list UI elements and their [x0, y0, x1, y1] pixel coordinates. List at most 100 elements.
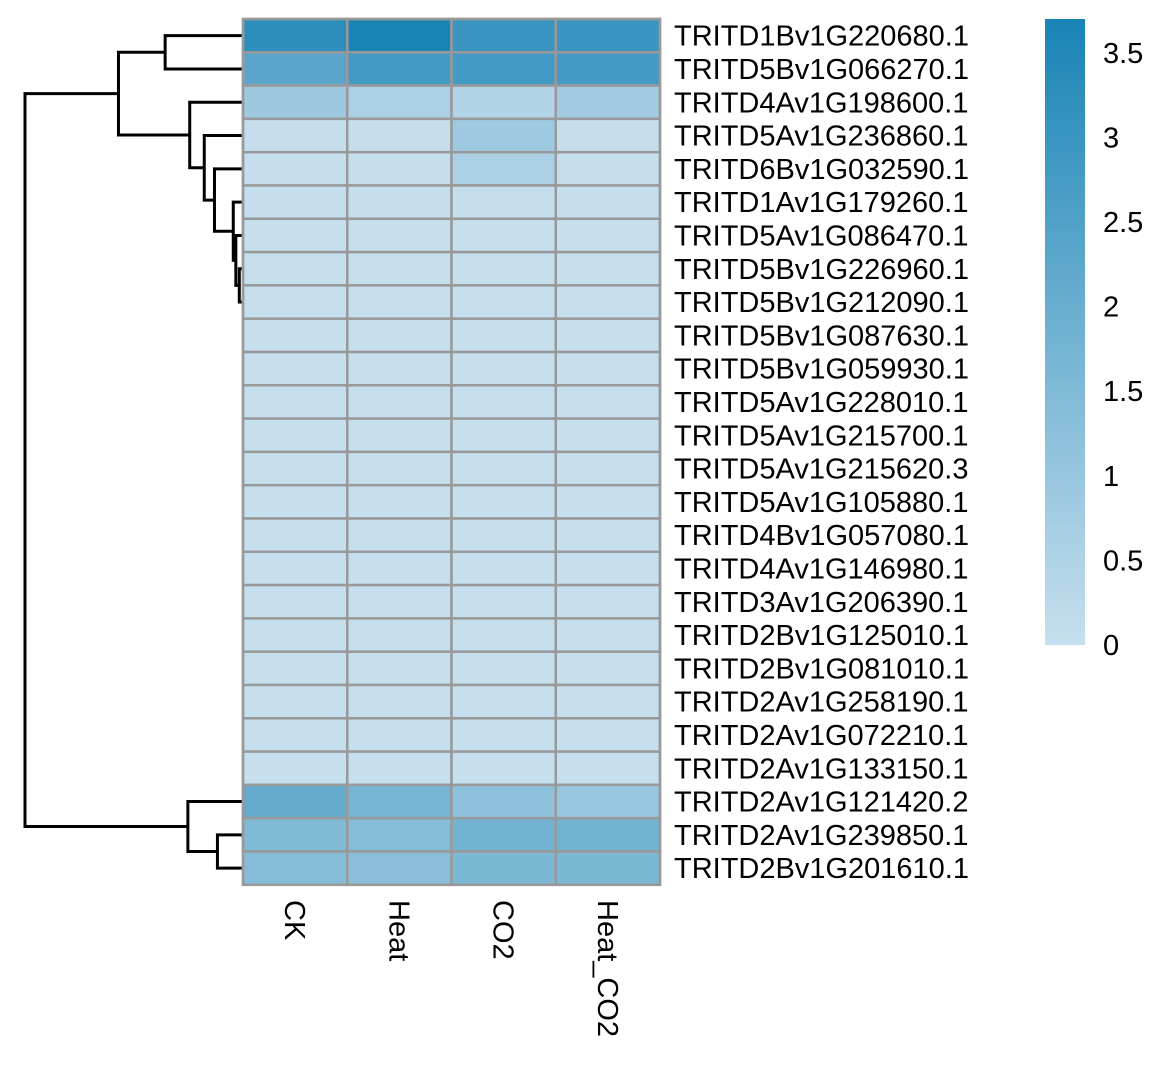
heatmap-cell	[554, 117, 662, 154]
heatmap-cell	[346, 217, 453, 254]
heatmap-cell	[554, 816, 662, 853]
heatmap-cell	[554, 550, 662, 587]
heatmap-cell	[241, 217, 349, 254]
heatmap-cell	[554, 417, 662, 454]
heatmap-cell	[241, 583, 349, 620]
heatmap-cell	[241, 550, 349, 587]
heatmap-cell	[554, 517, 662, 554]
heatmap-cell	[450, 783, 557, 820]
heatmap-border	[241, 17, 662, 887]
heatmap-cell	[346, 483, 453, 520]
row-label: TRITD4Av1G198600.1	[674, 87, 968, 119]
legend-tick-label: 0	[1103, 630, 1119, 662]
heatmap-cell	[346, 17, 453, 54]
heatmap-cell	[554, 683, 662, 720]
heatmap-cell	[346, 650, 453, 687]
row-label: TRITD2Bv1G125010.1	[674, 620, 969, 652]
legend-tick-label: 0.5	[1103, 545, 1143, 577]
row-label: TRITD1Bv1G220680.1	[674, 21, 969, 53]
dendrogram-branch	[212, 167, 243, 233]
heatmap-cell	[241, 350, 349, 387]
row-label: TRITD6Bv1G032590.1	[674, 154, 969, 186]
heatmap-cell	[241, 750, 349, 787]
heatmap-cell	[241, 816, 349, 853]
heatmap-cell	[241, 384, 349, 420]
heatmap-cell	[450, 284, 557, 320]
heatmap-cells	[241, 17, 662, 887]
row-label: TRITD2Av1G258190.1	[674, 687, 968, 719]
heatmap-cell	[554, 317, 662, 354]
heatmap-cell	[450, 317, 557, 354]
heatmap-cell	[241, 717, 349, 753]
heatmap-cell	[346, 517, 453, 554]
heatmap-cell	[346, 617, 453, 653]
heatmap-cell	[554, 783, 662, 820]
heatmap-cell	[554, 84, 662, 121]
heatmap-cell	[346, 850, 453, 887]
dendrogram-branch	[237, 267, 243, 304]
row-label: TRITD2Bv1G201610.1	[674, 853, 969, 885]
heatmap-cell	[346, 683, 453, 720]
heatmap-cell	[241, 450, 349, 487]
heatmap-cell	[241, 617, 349, 653]
heatmap-cell	[241, 517, 349, 554]
heatmap-cell	[241, 850, 349, 887]
row-label: TRITD2Av1G133150.1	[674, 753, 968, 785]
row-label: TRITD5Bv1G226960.1	[674, 254, 969, 286]
heatmap-cell	[241, 17, 349, 54]
dendrogram-branch	[215, 833, 243, 870]
row-label: TRITD5Av1G086470.1	[674, 220, 968, 252]
heatmap-cell	[346, 550, 453, 587]
row-label: TRITD5Av1G236860.1	[674, 121, 968, 153]
heatmap-cell	[346, 184, 453, 221]
row-label: TRITD5Bv1G087630.1	[674, 320, 969, 352]
heatmap-cell	[241, 284, 349, 320]
heatmap-cell	[450, 384, 557, 420]
row-label: TRITD2Av1G072210.1	[674, 720, 968, 752]
row-label: TRITD5Bv1G212090.1	[674, 287, 969, 319]
row-label: TRITD4Bv1G057080.1	[674, 520, 969, 552]
heatmap-cell	[554, 650, 662, 687]
heatmap-cell	[554, 384, 662, 420]
heatmap-cell	[450, 650, 557, 687]
heatmap-cell	[450, 750, 557, 787]
heatmap-cell	[450, 17, 557, 54]
column-label: Heat	[382, 900, 414, 961]
legend-tick-label: 1.5	[1103, 376, 1143, 408]
heatmap-cell	[346, 117, 453, 154]
row-label: TRITD5Av1G105880.1	[674, 487, 968, 519]
legend-tick-label: 2	[1103, 292, 1119, 324]
heatmap-cell	[346, 750, 453, 787]
heatmap-cell	[241, 683, 349, 720]
row-label: TRITD4Av1G146980.1	[674, 553, 968, 585]
heatmap-cell	[346, 84, 453, 121]
row-label: TRITD5Av1G228010.1	[674, 387, 968, 419]
heatmap-cell	[241, 417, 349, 454]
heatmap-cell	[346, 150, 453, 187]
row-label: TRITD2Av1G239850.1	[674, 820, 968, 852]
row-label: TRITD5Bv1G059930.1	[674, 354, 969, 386]
heatmap-cell	[241, 483, 349, 520]
heatmap-cell	[554, 617, 662, 653]
heatmap-cell	[554, 717, 662, 753]
dendrogram-branch	[163, 34, 243, 71]
heatmap-cell	[241, 783, 349, 820]
heatmap-cell	[241, 317, 349, 354]
column-labels: CK Heat CO2 Heat_CO2	[278, 900, 623, 1037]
heatmap-cell	[554, 450, 662, 487]
heatmap-cell	[450, 483, 557, 520]
heatmap-cell	[450, 417, 557, 454]
legend-tick-label: 2.5	[1103, 207, 1143, 239]
row-label: TRITD5Av1G215620.3	[674, 454, 968, 486]
heatmap-cell	[554, 51, 662, 87]
heatmap-cell	[554, 583, 662, 620]
heatmap-cell	[554, 284, 662, 320]
heatmap-cell	[554, 850, 662, 887]
heatmap-cell	[346, 350, 453, 387]
row-label: TRITD1Av1G179260.1	[674, 187, 968, 219]
row-label: TRITD5Bv1G066270.1	[674, 54, 969, 86]
heatmap-cell	[346, 583, 453, 620]
heatmap-cell	[241, 184, 349, 221]
heatmap-cell	[450, 617, 557, 653]
